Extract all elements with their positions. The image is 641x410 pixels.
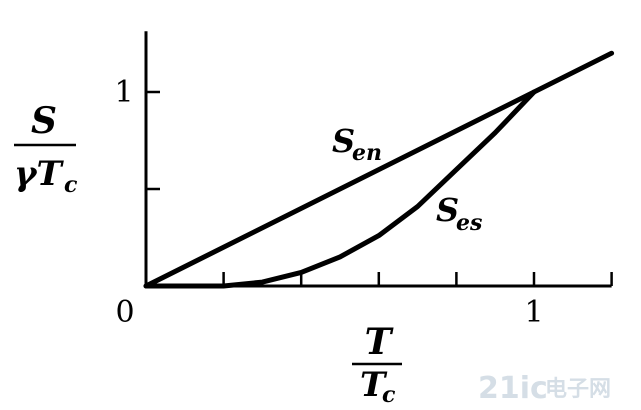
x-axis-label: T T c xyxy=(352,321,402,408)
watermark-text: 21ic xyxy=(478,371,548,406)
series-label-es: S es xyxy=(436,191,482,236)
x-tick-label-0: 0 xyxy=(115,295,134,330)
series-label-es-subscript: es xyxy=(456,210,482,236)
y-label-numerator: S xyxy=(31,100,57,142)
y-axis-label: S γT c xyxy=(14,100,78,198)
x-label-numerator: T xyxy=(365,321,394,363)
y-label-denominator-subscript: c xyxy=(64,172,78,198)
series-label-en-main: S xyxy=(332,122,355,160)
series-line-es xyxy=(143,89,537,289)
series-line-en xyxy=(143,50,615,289)
watermark: 21ic 电子网 xyxy=(478,371,611,406)
x-tick-label-1: 1 xyxy=(524,295,543,330)
y-tick-label-1: 1 xyxy=(114,75,133,110)
series-group xyxy=(143,50,615,289)
ticks xyxy=(146,90,613,286)
series-label-en-subscript: en xyxy=(352,140,382,166)
x-label-denominator: T xyxy=(360,365,388,405)
x-label-denominator-subscript: c xyxy=(382,382,396,408)
y-label-denominator: γT xyxy=(14,154,64,194)
series-label-es-main: S xyxy=(436,191,459,229)
series-label-en: S en xyxy=(332,122,382,166)
watermark-cn-text: 电子网 xyxy=(545,377,611,402)
